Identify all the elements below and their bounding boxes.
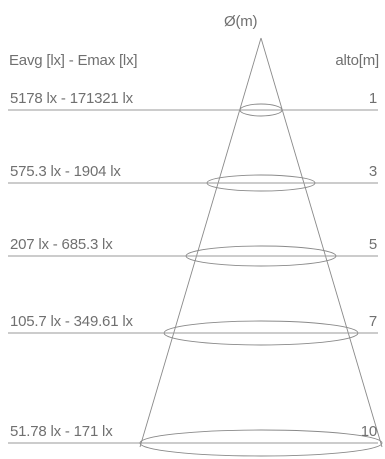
cone-right-edge [260,37,383,448]
row-10-height: 10 [360,423,378,440]
row-10-illuminance: 51.78 lx - 171 lx [10,423,113,440]
row-7-beam-ellipse [163,320,359,346]
row-1-illuminance: 5178 lx - 171321 lx [10,90,133,107]
row-3-illuminance: 575.3 lx - 1904 lx [10,163,121,180]
cone-left-edge [139,37,262,448]
row-3-beam-ellipse [206,174,316,192]
row-5-height: 5 [368,236,377,253]
row-10-beam-ellipse [139,429,383,457]
row-7-height: 7 [368,313,377,330]
diameter-header: Ø(m) [224,13,258,30]
row-5-illuminance: 207 lx - 685.3 lx [10,236,113,253]
height-header: alto[m] [335,52,379,69]
row-7-illuminance: 105.7 lx - 349.61 lx [10,313,133,330]
row-5-beam-ellipse [185,245,337,267]
row-3-height: 3 [368,163,377,180]
row-1-beam-ellipse [239,103,283,117]
row-1-height: 1 [368,90,377,107]
illuminance-header: Eavg [lx] - Emax [lx] [9,52,138,69]
